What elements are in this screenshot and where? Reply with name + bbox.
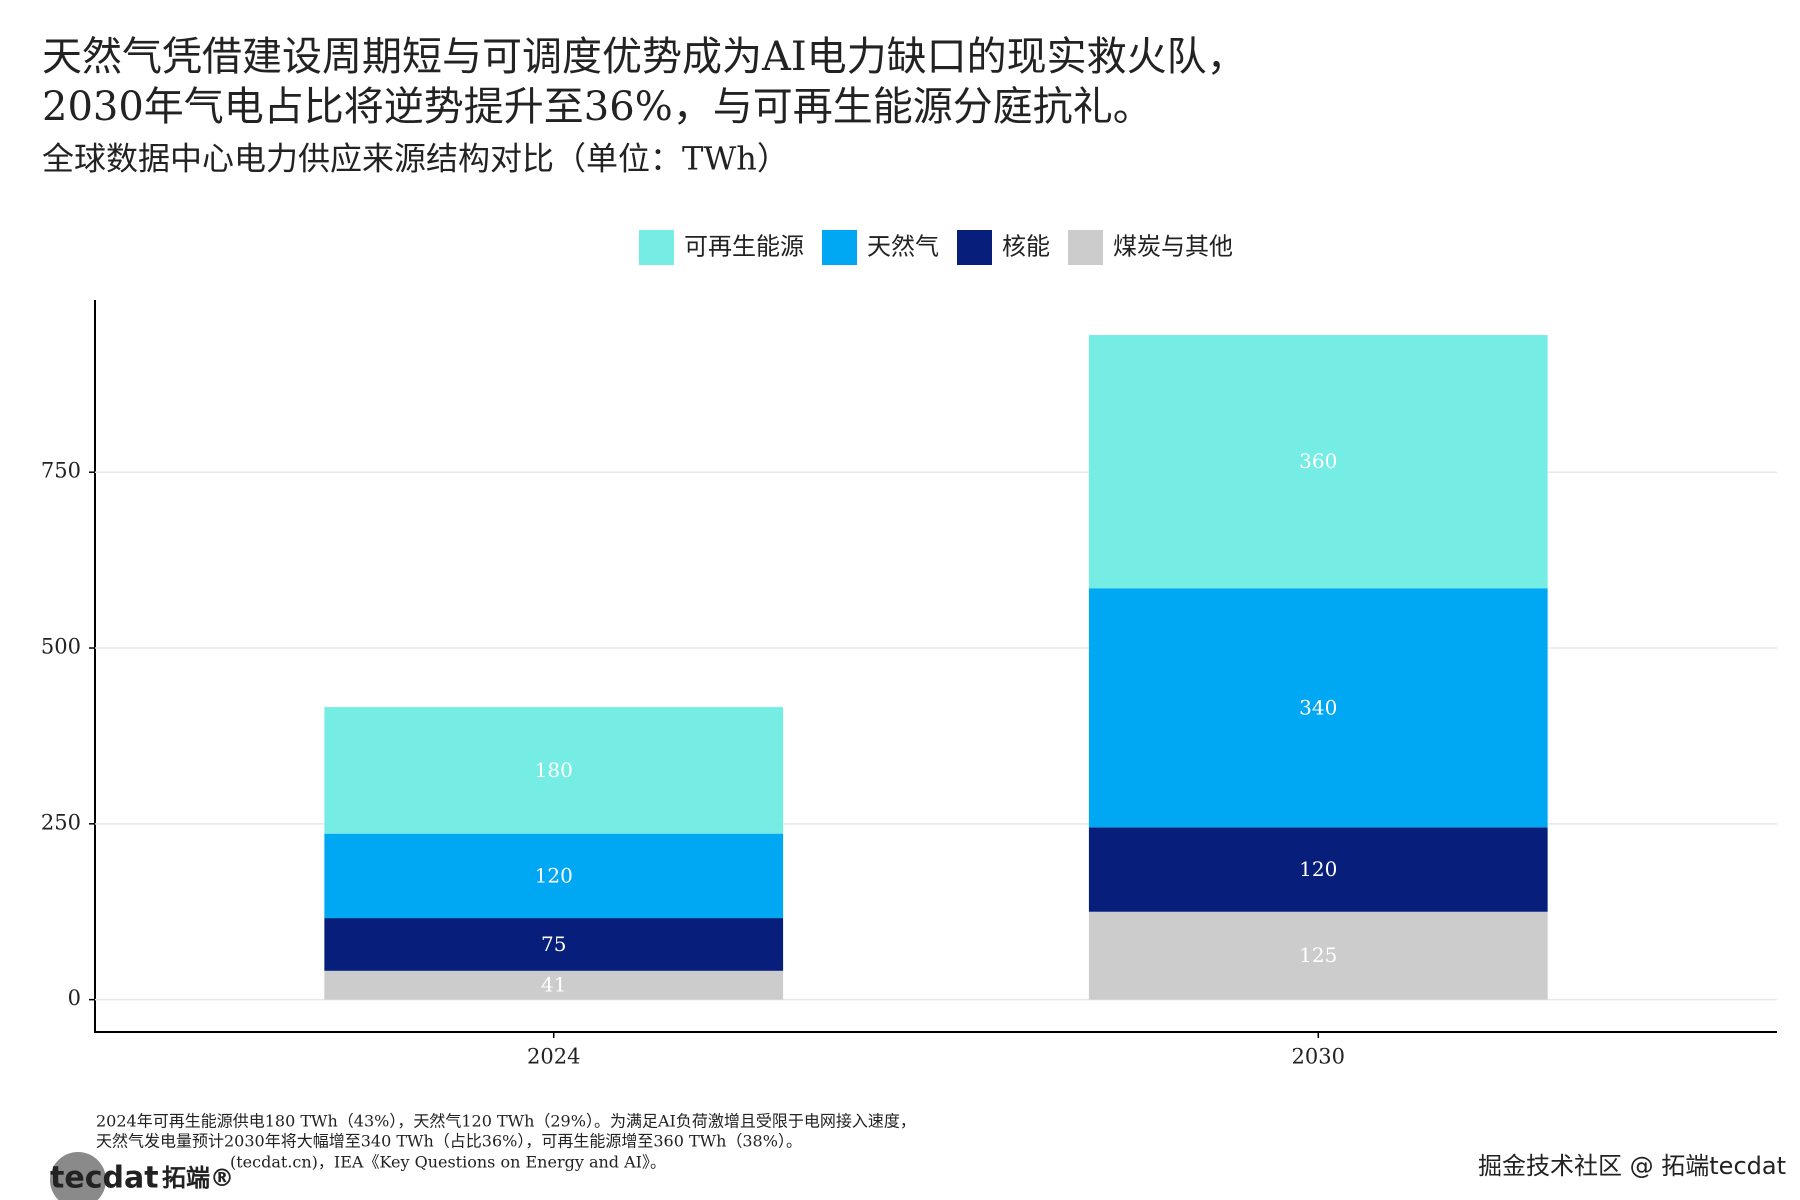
y-tick-label: 500 bbox=[41, 635, 81, 659]
legend-label: 可再生能源 bbox=[684, 233, 804, 261]
bar-segment bbox=[1088, 827, 1548, 912]
y-tick-label: 750 bbox=[41, 459, 81, 483]
logo-text: tecdat bbox=[50, 1161, 159, 1196]
source-note: 天然气发电量预计2030年将大幅增至340 TWh（占比36%），可再生能源增至… bbox=[96, 1132, 802, 1151]
bar-segment bbox=[1088, 335, 1548, 589]
source-note: (tecdat.cn)，IEA《Key Questions on Energy … bbox=[230, 1153, 666, 1172]
title-line: 天然气凭借建设周期短与可调度优势成为AI电力缺口的现实救火队， bbox=[42, 34, 1247, 80]
x-tick-label: 2024 bbox=[527, 1045, 580, 1069]
legend-label: 天然气 bbox=[867, 233, 939, 261]
bar-segment bbox=[324, 918, 784, 971]
legend-swatch bbox=[1068, 230, 1103, 265]
y-tick-label: 250 bbox=[41, 810, 81, 834]
bar-segment bbox=[324, 707, 784, 834]
value-label: 180 bbox=[535, 758, 573, 782]
value-label: 360 bbox=[1299, 449, 1337, 473]
value-label: 41 bbox=[541, 973, 566, 997]
bar-segment bbox=[324, 833, 784, 919]
value-label: 75 bbox=[541, 932, 566, 956]
x-tick-label: 2030 bbox=[1292, 1045, 1345, 1069]
value-label: 125 bbox=[1299, 943, 1337, 967]
legend-swatch bbox=[639, 230, 674, 265]
legend-swatch bbox=[822, 230, 857, 265]
bar-segment bbox=[1088, 588, 1548, 828]
legend-label: 核能 bbox=[1002, 233, 1050, 261]
legend-label: 煤炭与其他 bbox=[1113, 233, 1233, 261]
logo-text: 拓端® bbox=[162, 1164, 234, 1192]
source-note: 2024年可再生能源供电180 TWh（43%），天然气120 TWh（29%）… bbox=[96, 1112, 916, 1131]
value-label: 120 bbox=[535, 863, 573, 887]
value-label: 340 bbox=[1299, 695, 1337, 719]
bar-segment bbox=[324, 970, 784, 1000]
logo-badge bbox=[50, 1152, 106, 1200]
subtitle: 全球数据中心电力供应来源结构对比（单位：TWh） bbox=[42, 140, 789, 178]
legend-swatch bbox=[957, 230, 992, 265]
value-label: 120 bbox=[1299, 857, 1337, 881]
title-line: 2030年气电占比将逆势提升至36%，与可再生能源分庭抗礼。 bbox=[42, 84, 1153, 130]
watermark: 掘金技术社区 @ 拓端tecdat bbox=[1478, 1152, 1786, 1180]
bar-segment bbox=[1088, 911, 1548, 1000]
y-tick-label: 0 bbox=[68, 986, 81, 1010]
